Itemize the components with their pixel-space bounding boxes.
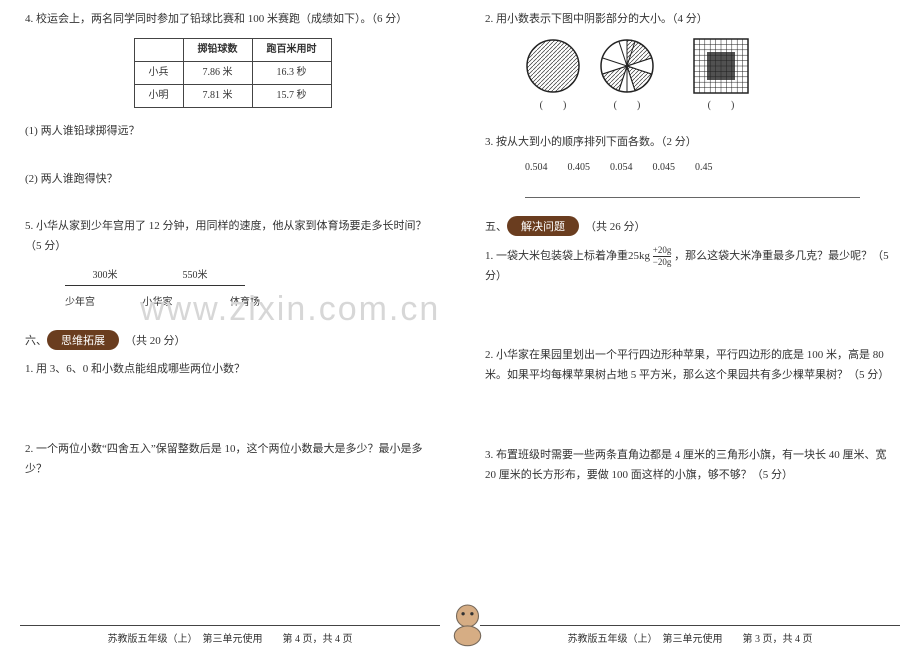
footer-left: 苏教版五年级（上） 第三单元使用 第 4 页，共 4 页 — [0, 625, 460, 645]
circle-sectors-icon — [599, 38, 655, 94]
label-stadium: 体育场 — [190, 294, 260, 312]
footer-rule — [20, 625, 440, 626]
shapes-row: ( ) — [525, 38, 900, 115]
r-q5-3: 3. 布置班级时需要一些两条直角边都是 4 厘米的三角形小旗，有一块长 40 厘… — [485, 446, 900, 486]
label-home: 小华家 — [128, 294, 188, 312]
th-shotput: 掷铅球数 — [183, 38, 252, 61]
footer-right: 苏教版五年级（上） 第三单元使用 第 3 页，共 4 页 — [460, 625, 920, 645]
q5: 5. 小华从家到少年宫用了 12 分钟，用同样的速度，他从家到体育场要走多长时间… — [25, 217, 440, 312]
ribbon-thinking: 思维拓展 — [47, 330, 119, 350]
q4-sub2: (2) 两人谁跑得快？ — [25, 170, 440, 190]
tolerance-fraction: +20g −20g — [653, 246, 672, 267]
q6-2: 2. 一个两位小数“四舍五入”保留整数后是 10，这个两位小数最大是多少？最小是… — [25, 440, 440, 480]
q5-diagram: 300米550米 — [65, 267, 440, 286]
r-q5-1: 1. 一袋大米包装袋上标着净重25kg +20g −20g ，那么这袋大米净重最… — [485, 246, 900, 287]
table-row: 小兵 7.86 米 16.3 秒 — [134, 61, 331, 84]
q4-table: 掷铅球数 跑百米用时 小兵 7.86 米 16.3 秒 小明 7.81 米 15… — [134, 38, 332, 108]
dist-550: 550米 — [145, 267, 245, 286]
paren: ( ) — [708, 97, 735, 115]
section-6-head: 六、 思维拓展 （共 20 分） — [25, 330, 440, 350]
q4-stem: 4. 校运会上，两名同学同时参加了铅球比赛和 100 米赛跑（成绩如下）。（6 … — [25, 10, 440, 30]
q4: 4. 校运会上，两名同学同时参加了铅球比赛和 100 米赛跑（成绩如下）。（6 … — [25, 10, 440, 189]
frac-top: +20g — [653, 246, 672, 255]
footer-rule — [480, 625, 900, 626]
section-5-head: 五、 解决问题 （共 26 分） — [485, 216, 900, 236]
paren: ( ) — [614, 97, 641, 115]
shape-circle-sectors: ( ) — [599, 38, 655, 115]
q6-1: 1. 用 3、6、0 和小数点能组成哪些两位小数？ — [25, 360, 440, 380]
grid-icon — [693, 38, 749, 94]
circle-full-icon — [525, 38, 581, 94]
ribbon-solve: 解决问题 — [507, 216, 579, 236]
r-q3-nums: 0.504 0.405 0.054 0.045 0.45 — [525, 159, 900, 177]
r-q3: 3. 按从大到小的顺序排列下面各数。（2 分） 0.504 0.405 0.05… — [485, 133, 900, 198]
cell: 16.3 秒 — [252, 61, 331, 84]
dist-300: 300米 — [65, 267, 145, 286]
frac-bot: −20g — [653, 258, 672, 267]
page-spread: 4. 校运会上，两名同学同时参加了铅球比赛和 100 米赛跑（成绩如下）。（6 … — [0, 0, 920, 651]
footer-right-text: 苏教版五年级（上） 第三单元使用 第 3 页，共 4 页 — [568, 634, 813, 645]
page-right: 2. 用小数表示下图中阴影部分的大小。（4 分） ( ) — [460, 0, 920, 651]
shape-circle-full: ( ) — [525, 38, 581, 115]
footer-left-text: 苏教版五年级（上） 第三单元使用 第 4 页，共 4 页 — [108, 634, 353, 645]
label-shaoniangong: 少年宫 — [65, 294, 125, 312]
q5-labels: 少年宫 小华家 体育场 — [65, 294, 440, 312]
th-time: 跑百米用时 — [252, 38, 331, 61]
cell: 7.81 米 — [183, 84, 252, 107]
r-q2: 2. 用小数表示下图中阴影部分的大小。（4 分） ( ) — [485, 10, 900, 115]
cell: 小明 — [134, 84, 183, 107]
q5-1-a: 1. 一袋大米包装袋上标着净重25kg — [485, 250, 650, 262]
q4-sub1: (1) 两人谁铅球掷得远？ — [25, 122, 440, 142]
cell: 小兵 — [134, 61, 183, 84]
section-num: 五、 — [485, 218, 507, 234]
th-blank — [134, 38, 183, 61]
section-num: 六、 — [25, 332, 47, 348]
cell: 15.7 秒 — [252, 84, 331, 107]
page-left: 4. 校运会上，两名同学同时参加了铅球比赛和 100 米赛跑（成绩如下）。（6 … — [0, 0, 460, 651]
r-q5-2: 2. 小华家在果园里划出一个平行四边形种苹果，平行四边形的底是 100 米，高是… — [485, 346, 900, 386]
answer-line — [525, 197, 860, 198]
r-q2-stem: 2. 用小数表示下图中阴影部分的大小。（4 分） — [485, 10, 900, 30]
shape-grid: ( ) — [693, 38, 749, 115]
section-tail: （共 20 分） — [125, 332, 186, 348]
paren: ( ) — [540, 97, 567, 115]
table-row: 小明 7.81 米 15.7 秒 — [134, 84, 331, 107]
section-tail: （共 26 分） — [585, 218, 646, 234]
r-q3-stem: 3. 按从大到小的顺序排列下面各数。（2 分） — [485, 133, 900, 153]
q5-stem: 5. 小华从家到少年宫用了 12 分钟，用同样的速度，他从家到体育场要走多长时间… — [25, 217, 440, 257]
cell: 7.86 米 — [183, 61, 252, 84]
table-row: 掷铅球数 跑百米用时 — [134, 38, 331, 61]
